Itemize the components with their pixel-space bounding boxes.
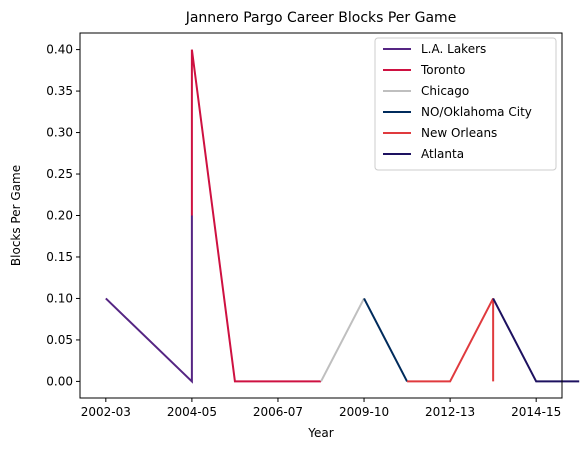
- legend-label-3: NO/Oklahoma City: [421, 105, 532, 119]
- x-tick-label: 2009-10: [339, 405, 389, 419]
- y-tick-label: 0.10: [46, 291, 73, 305]
- series-line-1: [190, 49, 321, 383]
- legend-label-2: Chicago: [421, 84, 469, 98]
- legend-box: [374, 37, 557, 171]
- legend-label-5: Atlanta: [421, 147, 464, 161]
- series-line-5: [492, 297, 580, 383]
- series-line-2: [320, 297, 365, 382]
- legend-label-1: Toronto: [420, 63, 465, 77]
- y-axis-title: Blocks Per Game: [9, 165, 23, 266]
- x-tick-label: 2002-03: [81, 405, 131, 419]
- x-axis: 2002-03 2004-05 2006-07 2009-10 2012-13 2014-…: [81, 398, 561, 419]
- y-tick-label: 0.15: [46, 250, 73, 264]
- y-tick-label: 0.25: [46, 167, 73, 181]
- legend-label-0: L.A. Lakers: [421, 42, 486, 56]
- y-tick-label: 0.35: [46, 84, 73, 98]
- chart-title: Jannero Pargo Career Blocks Per Game: [185, 10, 457, 26]
- y-tick-label: 0.30: [46, 126, 73, 140]
- series-layer: [105, 49, 580, 384]
- series-line-0: [105, 215, 193, 384]
- series-line-4: [407, 297, 495, 383]
- x-tick-label: 2006-07: [253, 405, 303, 419]
- y-tick-label: 0.05: [46, 333, 73, 347]
- y-tick-label: 0.20: [46, 209, 73, 223]
- series-line-3: [363, 297, 408, 382]
- legend-label-4: New Orleans: [421, 126, 497, 140]
- x-tick-label: 2004-05: [167, 405, 217, 419]
- y-tick-label: 0.40: [46, 43, 73, 57]
- x-axis-title: Year: [307, 426, 333, 440]
- x-tick-label: 2014-15: [511, 405, 561, 419]
- y-tick-label: 0.00: [46, 374, 73, 388]
- y-axis: 0.00 0.05 0.10 0.15 0.20 0.25 0.30 0.35 0.40: [46, 43, 80, 388]
- legend: L.A. Lakers Toronto Chicago NO/Oklahoma Cit…: [374, 37, 557, 171]
- x-tick-label: 2012-13: [425, 405, 475, 419]
